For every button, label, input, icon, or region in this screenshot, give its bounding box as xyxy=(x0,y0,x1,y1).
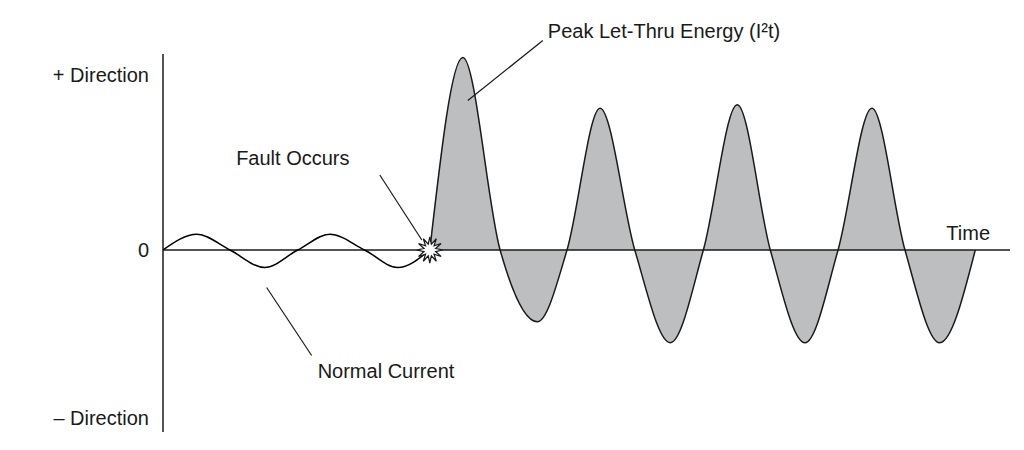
svg-text:– Direction: – Direction xyxy=(53,407,149,429)
svg-text:Fault Occurs: Fault Occurs xyxy=(236,147,349,169)
svg-text:0: 0 xyxy=(138,239,149,261)
svg-text:+ Direction: + Direction xyxy=(53,64,149,86)
svg-text:Peak Let-Thru Energy (I²t): Peak Let-Thru Energy (I²t) xyxy=(548,20,780,42)
svg-text:Time: Time xyxy=(946,222,990,244)
svg-text:Normal Current: Normal Current xyxy=(318,360,455,382)
